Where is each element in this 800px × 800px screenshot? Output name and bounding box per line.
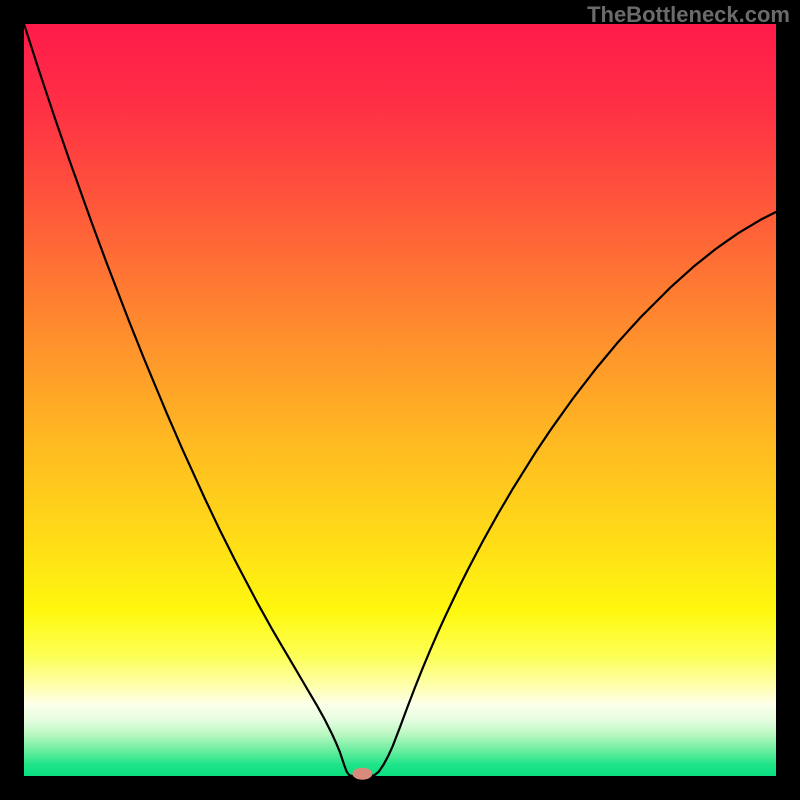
bottleneck-chart bbox=[0, 0, 800, 800]
chart-stage: TheBottleneck.com bbox=[0, 0, 800, 800]
optimum-marker bbox=[352, 768, 372, 780]
plot-area bbox=[24, 24, 776, 776]
